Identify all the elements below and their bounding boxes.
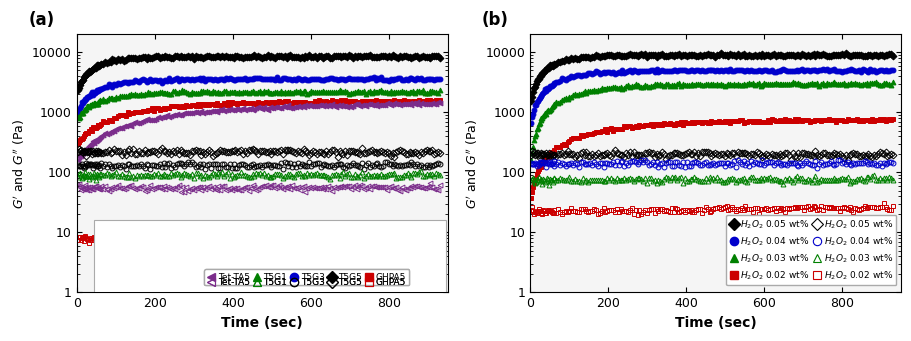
X-axis label: Time (sec): Time (sec) <box>674 316 755 330</box>
Text: $G'$: $G'$ <box>101 241 114 254</box>
Y-axis label: $G'$ and $G''$ (Pa): $G'$ and $G''$ (Pa) <box>464 118 479 209</box>
Legend: Tet-TA5, T5G1, T5G3, T5G5, GHPA5: Tet-TA5, T5G1, T5G3, T5G5, GHPA5 <box>204 274 409 291</box>
Text: $G''$: $G''$ <box>100 264 116 277</box>
Legend: $H_2O_2$ 0.05 wt%, $H_2O_2$ 0.04 wt%, $H_2O_2$ 0.03 wt%, $H_2O_2$ 0.02 wt%, $H_2: $H_2O_2$ 0.05 wt%, $H_2O_2$ 0.04 wt%, $H… <box>726 214 896 285</box>
X-axis label: Time (sec): Time (sec) <box>221 316 302 330</box>
Text: (a): (a) <box>28 11 55 29</box>
Y-axis label: $G'$ and $G''$ (Pa): $G'$ and $G''$ (Pa) <box>11 118 26 209</box>
FancyBboxPatch shape <box>94 220 445 293</box>
Text: (b): (b) <box>481 11 508 29</box>
